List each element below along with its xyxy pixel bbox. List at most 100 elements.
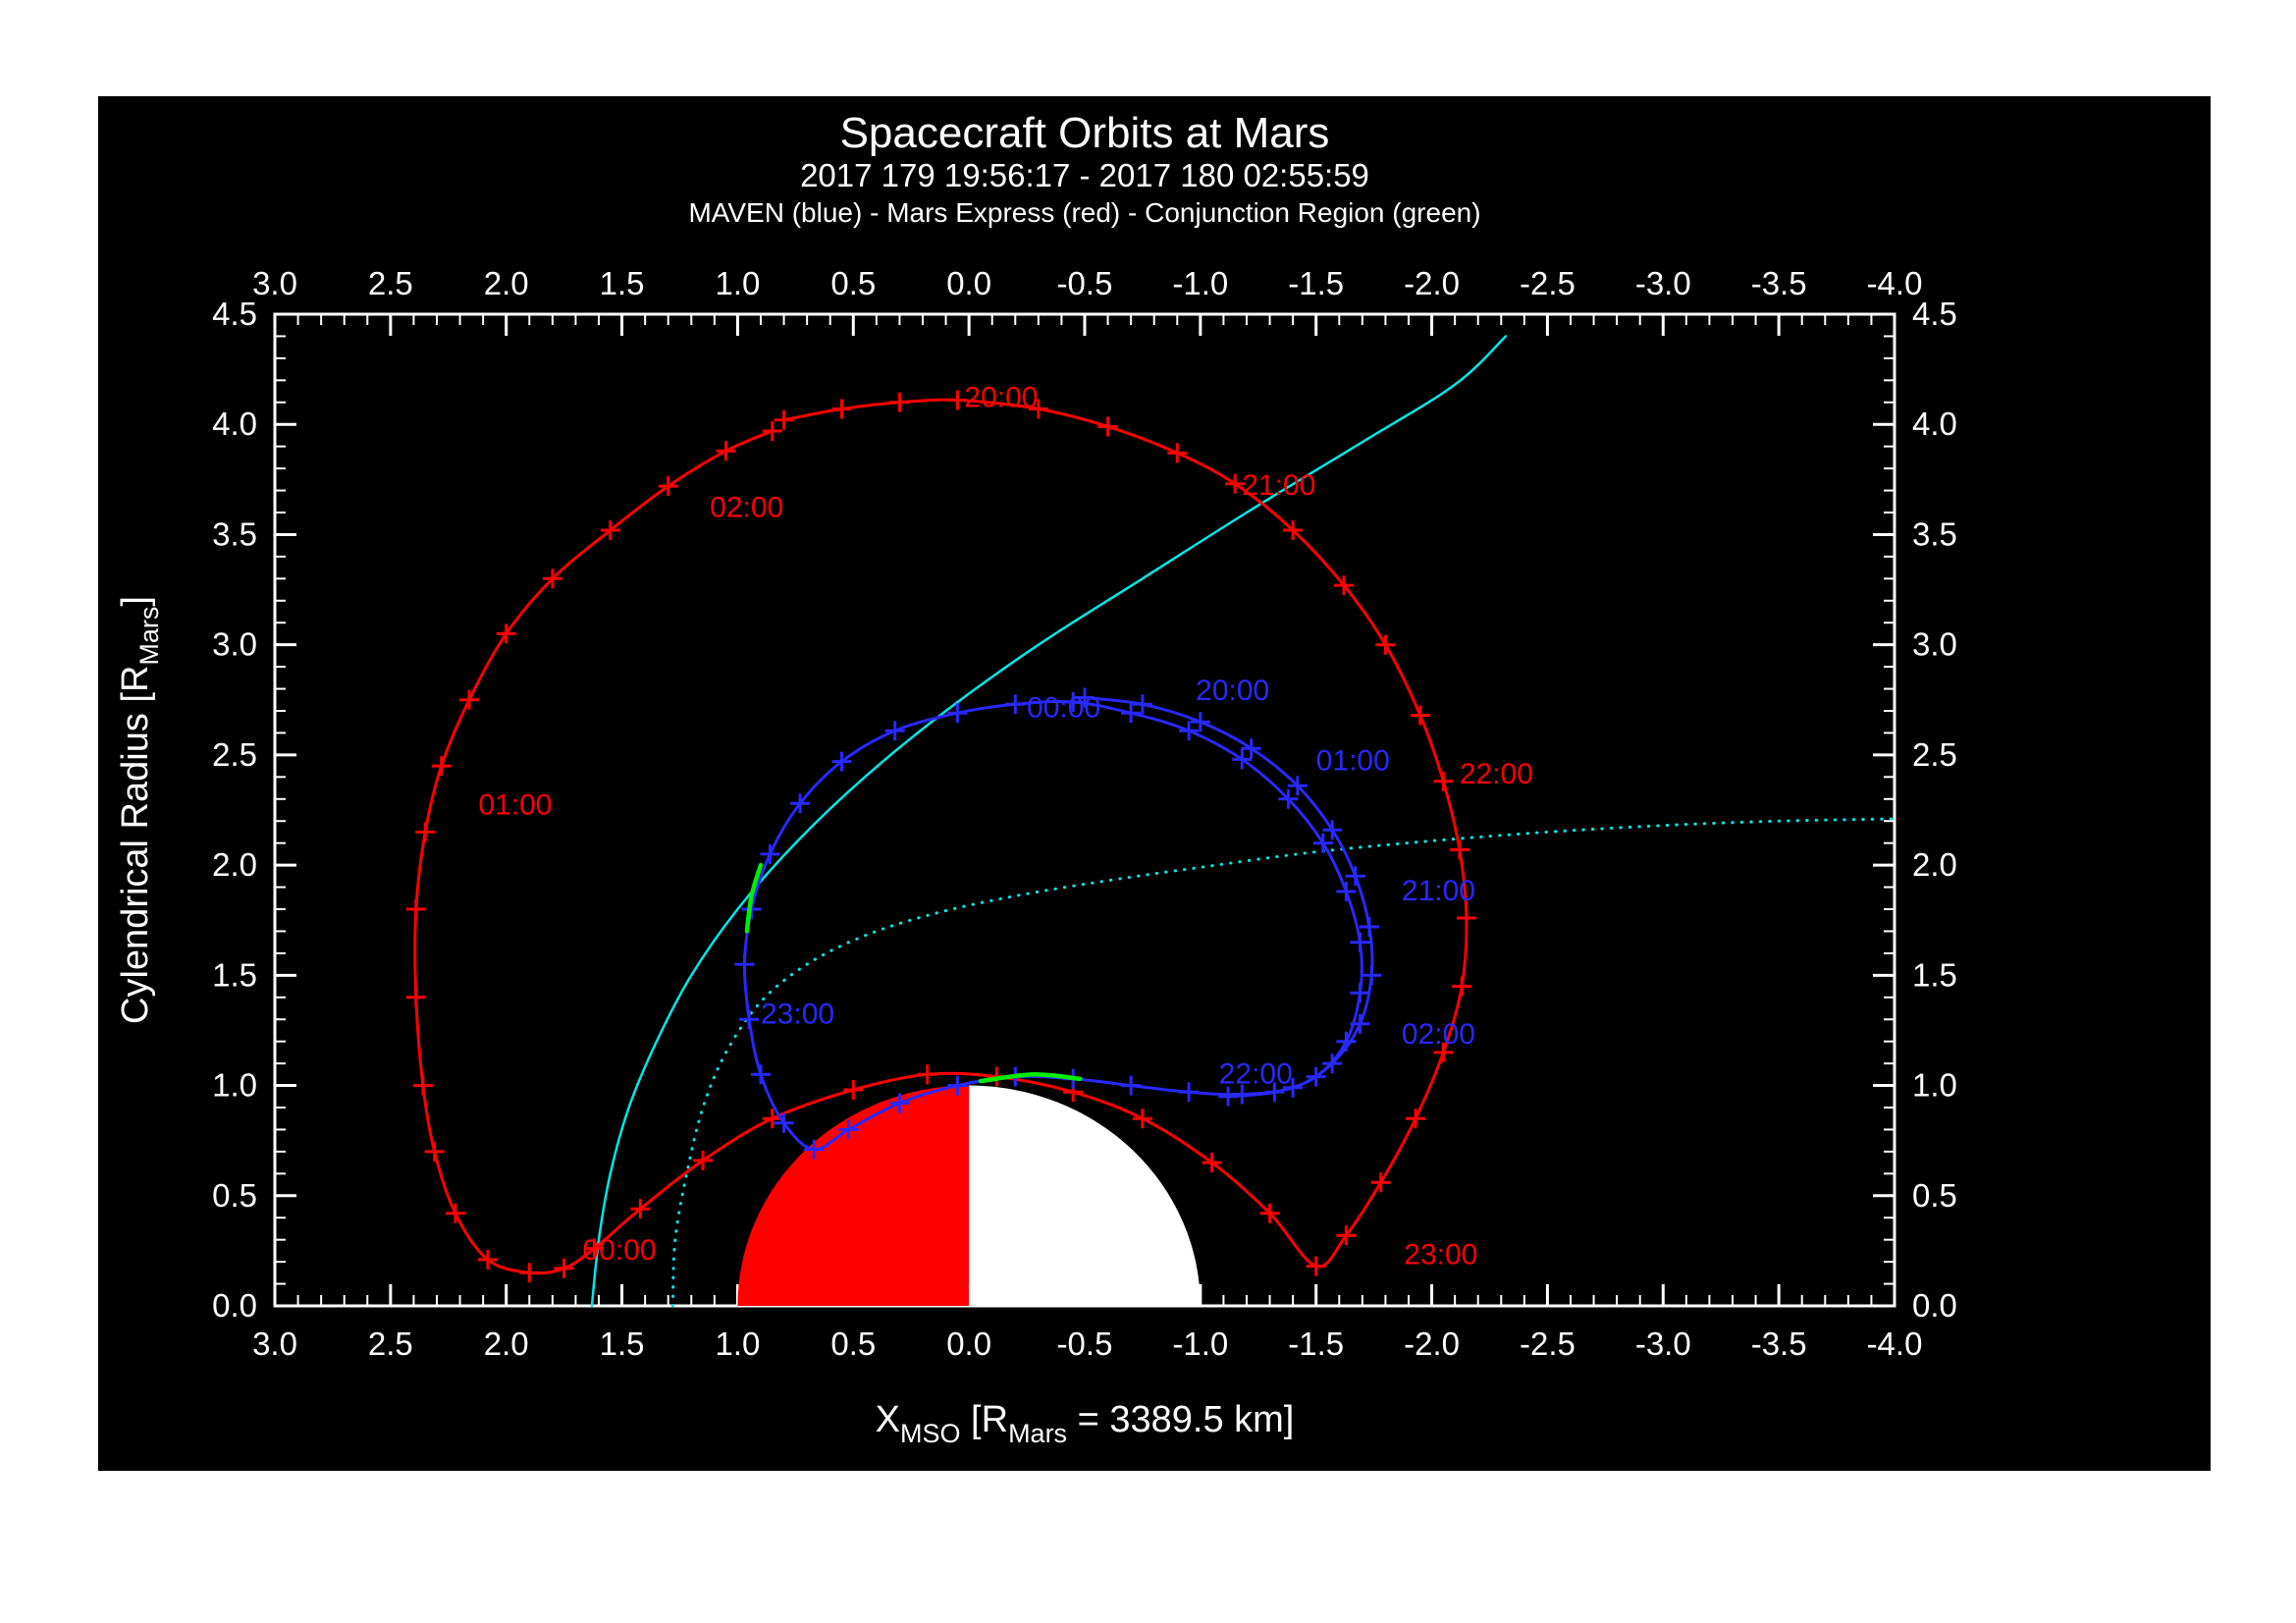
mars-express-orbit-plus-marker [554,1258,574,1278]
maven-orbit-plus-marker [1322,1054,1343,1074]
y-axis-title-part: Cylendrical Radius [R [115,666,156,1024]
maven-orbit-plus-marker [1232,1084,1253,1105]
x-tick-label-top: 3.0 [252,265,297,301]
x-tick-label-top: -3.0 [1635,265,1691,301]
y-axis-title-part: Mars [134,607,164,666]
x-tick-label-top: -4.0 [1867,265,1923,301]
y-tick-label-left: 1.5 [212,956,257,993]
x-tick-label-bottom: -2.5 [1520,1325,1575,1362]
mars-express-orbit-plus-marker [1167,443,1188,463]
mars-express-orbit-plus-marker [1097,416,1118,437]
x-tick-label-bottom: 1.0 [715,1325,760,1362]
y-tick-label-right: 2.0 [1912,846,1957,883]
y-tick-label-left: 3.0 [212,626,257,663]
maven-orbit-plus-marker [1312,833,1333,853]
x-tick-label-top: -0.5 [1057,265,1113,301]
x-tick-label-bottom: -3.5 [1751,1325,1807,1362]
x-axis-title-part: [R [961,1399,1009,1440]
y-tick-label-left: 4.0 [212,406,257,442]
maven-orbit-plus-marker [1336,882,1357,901]
time-labels-layer: 20:00 21:00 22:00 23:00 00:00 01:00 02:00 00:00… [478,381,1533,1271]
mars-express-orbit-plus-marker [774,409,794,430]
mars-express-orbit [405,390,1476,1283]
maven-orbit-plus-marker [739,1009,760,1030]
bow-shock-boundary [590,335,1508,1308]
maven-orbit-plus-marker [1345,866,1365,887]
y-axis-title-part: ] [115,596,156,607]
mars-express-orbit-plus-marker [843,1080,864,1100]
conjunction-region-segment-1-path [744,862,764,934]
mars-express-orbit-plus-marker [424,1141,445,1162]
maven-orbit-plus-marker [1179,1082,1200,1103]
y-tick-label-left: 0.5 [212,1177,257,1214]
mars-express-orbit-plus-marker [1433,1042,1454,1062]
x-axis-title-part: = 3389.5 km] [1067,1399,1294,1440]
mars-express-orbit-plus-marker [693,1150,714,1170]
maven-orbit-plus-marker [1350,932,1370,952]
x-tick-label-bottom: 1.5 [600,1325,645,1362]
bow-shock-boundary-path [590,335,1508,1308]
mars-express-orbit-plus-marker [431,756,452,777]
x-tick-label-top: 2.0 [484,265,529,301]
maven-orbit-plus-marker [831,751,852,772]
plot-time-range: 2017 179 19:56:17 - 2017 180 02:55:59 [800,157,1369,193]
conjunction-region-segment-2 [978,1072,1083,1084]
maven-orbit-plus-marker [1264,1082,1285,1103]
maven-orbit-plus-marker [1121,703,1142,724]
x-tick-label-top: 0.0 [946,265,991,301]
mars-express-orbit-plus-marker [1406,1109,1426,1129]
y-tick-label-right: 4.5 [1912,296,1957,332]
x-tick-label-bottom: 2.5 [368,1325,413,1362]
mars-express-orbit-plus-marker [405,899,426,919]
orbit-time-label: 01:00 [1316,745,1390,778]
mars-express-orbit-plus-marker [445,1203,465,1223]
mars-express-orbit-plus-marker [762,421,782,441]
mars-express-orbit-plus-marker [477,1249,498,1270]
mars-express-orbit-plus-marker [630,1199,651,1219]
mars-express-orbit-plus-marker [889,392,910,412]
mars-express-orbit-plus-marker [415,822,436,842]
maven-orbit [734,687,1382,1160]
y-tick-label-right: 4.0 [1912,406,1957,442]
maven-orbit-plus-marker [734,954,755,975]
maven-orbit-plus-marker [1179,721,1200,741]
maven-orbit-plus-marker [1190,712,1210,732]
x-tick-label-bottom: -1.5 [1288,1325,1344,1362]
maven-orbit-plus-marker [760,843,780,864]
y-tick-label-left: 2.5 [212,736,257,773]
mars-express-orbit-plus-marker [1132,1109,1152,1129]
x-axis-title: XMSO [RMars = 3389.5 km] [876,1399,1295,1448]
maven-orbit-plus-marker [1005,694,1026,715]
maven-orbit-plus-marker [1121,1075,1142,1096]
orbit-time-label: 00:00 [1027,692,1100,725]
mars-express-orbit-plus-marker [658,476,678,497]
orbit-time-label: 21:00 [1402,875,1475,907]
y-tick-label-left: 0.0 [212,1287,257,1324]
plot-legend: MAVEN (blue) - Mars Express (red) - Conj… [688,197,1480,228]
maven-orbit-plus-marker [1362,965,1382,986]
mars-express-orbit-plus-marker [947,390,968,410]
mars-express-orbit-plus-marker [584,1238,605,1259]
orbit-time-label: 21:00 [1242,469,1315,502]
maven-orbit-plus-marker [947,1075,968,1096]
conjunction-region-segment-1 [744,862,764,934]
maven-orbit-plus-marker [1359,917,1379,937]
mars-express-orbit-plus-marker [1433,771,1454,791]
mars-express-orbit-plus-marker [1336,1225,1357,1246]
x-tick-label-bottom: -2.0 [1404,1325,1460,1362]
x-tick-label-bottom: -0.5 [1057,1325,1113,1362]
orbit-time-label: 02:00 [1402,1018,1475,1051]
mars-express-orbit-plus-marker [1259,1203,1280,1223]
x-axis-title-part: MSO [900,1419,961,1448]
mars-express-orbit-plus-marker [1370,1172,1391,1193]
mars-express-orbit-plus-marker [1306,1256,1326,1276]
mars-express-orbit-plus-marker [1225,473,1246,494]
orbit-time-label: 20:00 [964,381,1038,413]
maven-orbit-plus-marker [804,1139,825,1160]
y-tick-label-left: 2.0 [212,846,257,883]
mars-express-orbit-plus-marker [496,623,516,644]
data-series-layer [405,335,1896,1308]
induced-magnetosphere-boundary [670,817,1896,1308]
